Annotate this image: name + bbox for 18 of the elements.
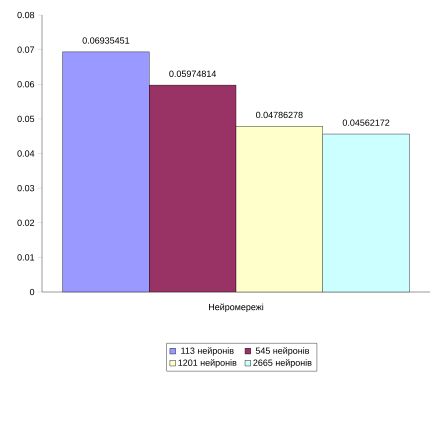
x-tick-label: Нейромережі [209,303,264,312]
y-tick-label: 0.08 [17,12,34,18]
y-tick-label: 0.02 [17,220,34,226]
y-tick-label: 0.05 [17,116,34,122]
y-tick-label: 0 [30,288,34,296]
legend-label: 2665 нейронів [253,359,312,368]
data-label: 0.04562172 [342,120,390,126]
legend-label: 545 нейронів [256,347,310,356]
data-label: 0.04786278 [256,112,303,118]
y-tick-label: 0.07 [17,46,34,53]
legend-label: 113 нейронів [181,347,234,356]
y-tick-label: 0.04 [17,150,34,157]
y-tick-label: 0.03 [17,184,34,192]
y-tick-label: 0.01 [17,254,34,261]
data-label: 0.06935451 [82,37,130,44]
data-label: 0.05974814 [169,70,216,77]
legend-label: 1201 нейронів [178,359,236,368]
y-tick-label: 0.06 [17,81,34,88]
